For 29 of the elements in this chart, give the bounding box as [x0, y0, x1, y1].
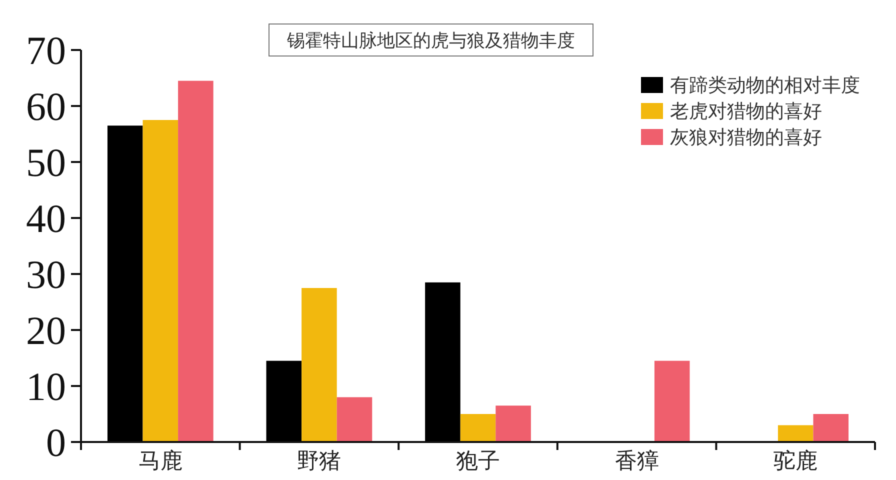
y-tick-label: 50 [26, 140, 66, 185]
x-tick-label: 野猪 [297, 449, 342, 474]
bar [266, 360, 302, 442]
chart-title: 锡霍特山脉地区的虎与狼及猎物丰度 [286, 30, 575, 52]
bar [142, 120, 178, 442]
bar [813, 414, 849, 442]
legend-label: 老虎对猎物的喜好 [670, 100, 822, 123]
x-tick-label: 马鹿 [138, 449, 182, 474]
y-tick-label: 40 [26, 196, 66, 241]
y-tick-label: 10 [26, 364, 66, 409]
bar [496, 406, 531, 442]
bar [178, 80, 214, 442]
legend-label: 有蹄类动物的相对丰度 [670, 74, 860, 97]
legend-label: 灰狼对猎物的喜好 [670, 126, 822, 149]
bar [778, 425, 814, 442]
y-tick-label: 70 [26, 28, 66, 73]
bar [336, 397, 372, 442]
y-tick-label: 30 [26, 252, 66, 297]
x-tick-label: 驼鹿 [774, 449, 818, 474]
y-tick-label: 0 [46, 420, 66, 465]
bar [425, 282, 460, 442]
x-tick-label: 狍子 [456, 449, 500, 474]
bar [654, 360, 690, 442]
x-tick-label: 香獐 [614, 449, 659, 474]
bar [460, 414, 496, 442]
bar [302, 288, 337, 442]
y-tick-label: 60 [26, 84, 66, 129]
bar [107, 126, 143, 442]
y-tick-label: 20 [26, 308, 66, 353]
